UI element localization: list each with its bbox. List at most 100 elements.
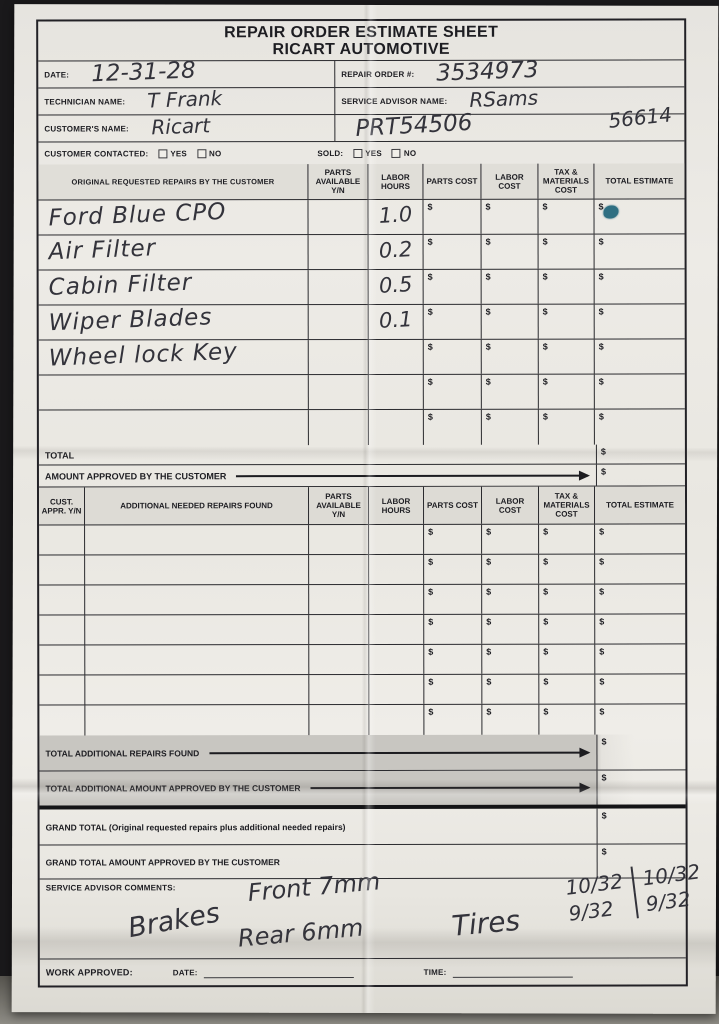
cost-cell: $ (422, 234, 481, 269)
approved-date-line (203, 966, 354, 978)
grand-total-approved-label: GRAND TOTAL AMOUNT APPROVED BY THE CUSTO… (45, 856, 280, 868)
part-number-value: PRT54506 (354, 109, 474, 143)
amount-approved-cell: $ (595, 464, 685, 486)
cost-cell: $ (538, 524, 595, 554)
cost-cell: $ (537, 304, 594, 339)
cost-cell: $ (537, 374, 594, 409)
labor-hours-value: 1.0 (378, 202, 413, 228)
repair-order-form: REPAIR ORDER ESTIMATE SHEET RICART AUTOM… (36, 18, 714, 988)
additional-repair-row: $ $ $ $ (39, 524, 686, 556)
cost-cell: $ (538, 644, 595, 674)
repair-row: Air Filter 0.2 $ $ $ $ (38, 234, 685, 271)
cust-appr-cell (39, 615, 84, 644)
repair-row: $ $ $ $ (39, 409, 685, 446)
form-title-line1: REPAIR ORDER ESTIMATE SHEET (224, 23, 499, 42)
parts-available-cell (307, 269, 368, 305)
repair-row: Cabin Filter 0.5 $ $ $ $ (38, 269, 685, 306)
total-additional-approved-row: TOTAL ADDITIONAL AMOUNT APPROVED BY THE … (39, 770, 686, 810)
cost-cell: $ (594, 584, 686, 614)
cost-cell: $ (593, 374, 685, 409)
labor-hours-cell (368, 524, 424, 554)
contacted-no-checkbox (196, 148, 206, 158)
labor-hours-cell: 1.0 (367, 199, 423, 234)
technician-value: T Frank (146, 85, 223, 113)
paper-sheet: REPAIR ORDER ESTIMATE SHEET RICART AUTOM… (11, 4, 719, 1014)
comment-brakes: Brakes (125, 897, 223, 945)
comment-rear-brake: Rear 6mm (236, 913, 365, 953)
labor-hours-cell (367, 339, 423, 374)
parts-available-cell (307, 304, 368, 340)
labor-hours-cell (368, 584, 424, 614)
approved-time-line (452, 966, 573, 978)
additional-repair-row: $ $ $ $ (39, 644, 686, 676)
parts-available-cell (308, 524, 369, 555)
cost-cell: $ (594, 674, 686, 704)
cost-cell: $ (537, 234, 594, 269)
cost-cell: $ (422, 269, 481, 304)
cost-cell: $ (422, 199, 481, 234)
col-parts-available: PARTS AVAILABLE Y/N (307, 486, 369, 525)
amount-approved-label: AMOUNT APPROVED BY THE CUSTOMER (44, 470, 227, 482)
original-repairs-header: ORIGINAL REQUESTED REPAIRS BY THE CUSTOM… (38, 163, 685, 201)
cost-cell: $ (538, 674, 595, 704)
labor-hours-value: 0.2 (378, 237, 413, 263)
work-approved-row: WORK APPROVED: DATE: TIME: (40, 958, 686, 985)
info-row-customer: CUSTOMER'S NAME: Ricart PRT54506 56614 (38, 102, 685, 143)
total-additional-approved-label: TOTAL ADDITIONAL AMOUNT APPROVED BY THE … (45, 783, 301, 794)
cost-cell: $ (422, 409, 481, 445)
cost-cell: $ (480, 409, 538, 445)
col-cust-appr: CUST. APPR. Y/N (41, 496, 82, 516)
amount-approved-row: AMOUNT APPROVED BY THE CUSTOMER $ (38, 464, 685, 488)
advisor-value: RSams (468, 85, 539, 112)
col-labor-hours: LABOR HOURS (367, 486, 424, 524)
cost-cell: $ (422, 304, 481, 339)
cust-appr-cell (39, 705, 84, 735)
parts-available-cell (308, 674, 369, 705)
total-label: TOTAL (44, 449, 75, 461)
approved-date-label: DATE: (172, 967, 198, 977)
total-additional-label: TOTAL ADDITIONAL REPAIRS FOUND (45, 747, 200, 759)
additional-repair-row: $ $ $ $ (39, 554, 686, 586)
cust-appr-cell (39, 525, 84, 554)
repair-description-cell (84, 615, 309, 645)
col-parts-available: PARTS AVAILABLE Y/N (307, 163, 368, 200)
cost-cell: $ (422, 374, 481, 409)
cost-cell: $ (537, 339, 594, 374)
cost-cell: $ (481, 584, 539, 614)
cost-cell: $ (593, 304, 685, 339)
parts-available-cell (307, 199, 368, 235)
repair-description-cell (84, 675, 309, 705)
cost-cell: $ (481, 614, 539, 644)
parts-available-cell (308, 584, 369, 615)
cust-appr-cell (39, 645, 84, 674)
cost-cell: $ (423, 704, 482, 735)
contacted-label: CUSTOMER CONTACTED: (44, 148, 149, 159)
col-total-estimate: TOTAL ESTIMATE (593, 163, 685, 199)
labor-hours-cell: 0.1 (367, 304, 423, 339)
col-parts-cost: PARTS COST (422, 486, 482, 524)
col-additional-repairs: ADDITIONAL NEEDED REPAIRS FOUND (83, 487, 309, 525)
cost-cell: $ (594, 614, 686, 644)
total-additional-row: TOTAL ADDITIONAL REPAIRS FOUND $ (39, 734, 686, 772)
repair-description: Cabin Filter (48, 269, 193, 301)
parts-available-cell (307, 409, 368, 446)
labor-hours-value: 0.1 (378, 307, 414, 333)
cost-cell: $ (593, 234, 685, 269)
cost-cell: $ (594, 644, 686, 674)
parts-available-cell (308, 614, 369, 645)
service-advisor-comments: SERVICE ADVISOR COMMENTS: Brakes Front 7… (39, 857, 714, 960)
cost-cell: $ (480, 234, 538, 269)
cost-cell: $ (538, 554, 595, 584)
labor-hours-cell: 0.5 (367, 269, 423, 304)
date-label: DATE: (44, 70, 70, 80)
cost-cell: $ (593, 199, 685, 234)
cust-appr-cell (39, 585, 84, 614)
form-title-block: REPAIR ORDER ESTIMATE SHEET RICART AUTOM… (38, 20, 685, 62)
parts-available-cell (307, 374, 368, 410)
cost-cell: $ (481, 554, 539, 584)
labor-hours-cell (368, 644, 424, 674)
cost-cell: $ (480, 304, 538, 339)
cost-cell: $ (423, 554, 482, 584)
checkbox-row: CUSTOMER CONTACTED: YES NO SOLD: YES NO (38, 141, 684, 164)
advisor-label: SERVICE ADVISOR NAME: (341, 96, 448, 106)
